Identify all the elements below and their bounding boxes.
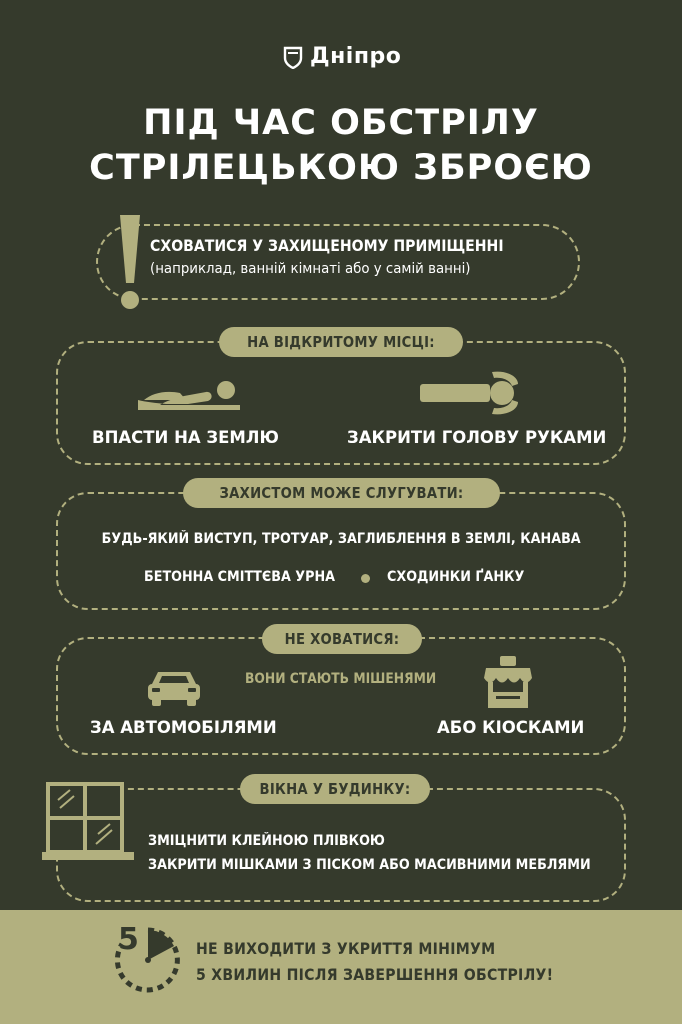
- shelter-note: (наприклад, ванній кімнаті або у самій в…: [150, 261, 471, 277]
- brand-logo: Дніпро: [282, 44, 401, 69]
- person-cover-head-icon: [420, 371, 518, 415]
- window-icon: [42, 782, 134, 860]
- footer-line1: НЕ ВИХОДИТИ З УКРИТТЯ МІНІМУМ: [196, 939, 496, 958]
- dont-hide-note: ВОНИ СТАЮТЬ МІШЕНЯМИ: [245, 671, 437, 687]
- kiosk-icon: [484, 656, 532, 708]
- footer-banner: [0, 910, 682, 1024]
- car-icon: [148, 672, 200, 706]
- windows-header: ВІКНА У БУДИНКУ:: [240, 774, 430, 804]
- open-area-header: НА ВІДКРИТОМУ МІСЦІ:: [219, 327, 463, 357]
- dont-hide-header: НЕ ХОВАТИСЯ:: [262, 624, 422, 654]
- footer-line2: 5 ХВИЛИН ПІСЛЯ ЗАВЕРШЕННЯ ОБСТРІЛУ!: [196, 965, 554, 984]
- page-title-line1: ПІД ЧАС ОБСТРІЛУ: [143, 103, 539, 143]
- city-shield-icon: [283, 46, 303, 69]
- cover-line2-left: БЕТОННА СМІТТЄВА УРНА: [144, 569, 336, 585]
- dont-hide-item2-label: АБО КІОСКАМИ: [437, 718, 585, 737]
- person-lying-icon: [138, 381, 240, 410]
- open-area-item1-label: ВПАСТИ НА ЗЕМЛЮ: [92, 428, 279, 447]
- shelter-main: СХОВАТИСЯ У ЗАХИЩЕНОМУ ПРИМІЩЕННІ: [150, 236, 504, 255]
- exclamation-icon: [120, 215, 140, 309]
- shelter-text: СХОВАТИСЯ У ЗАХИЩЕНОМУ ПРИМІЩЕННІ (напри…: [150, 236, 570, 277]
- dont-hide-box: [56, 637, 626, 755]
- bullet-dot: [361, 574, 370, 583]
- timer-icon: [114, 927, 180, 993]
- cover-line1: БУДЬ-ЯКИЙ ВИСТУП, ТРОТУАР, ЗАГЛИБЛЕННЯ В…: [101, 531, 581, 547]
- cover-box: [56, 492, 626, 610]
- shelter-box: [96, 224, 580, 300]
- brand-name: Дніпро: [310, 44, 402, 69]
- windows-line2: ЗАКРИТИ МІШКАМИ З ПІСКОМ АБО МАСИВНИМИ М…: [148, 857, 591, 873]
- cover-line1-wrap: БУДЬ-ЯКИЙ ВИСТУП, ТРОТУАР, ЗАГЛИБЛЕННЯ В…: [56, 528, 626, 547]
- open-area-item2-label: ЗАКРИТИ ГОЛОВУ РУКАМИ: [347, 428, 607, 447]
- dont-hide-item1-label: ЗА АВТОМОБІЛЯМИ: [90, 718, 277, 737]
- cover-header: ЗАХИСТОМ МОЖЕ СЛУГУВАТИ:: [183, 478, 500, 508]
- page-title-line2: СТРІЛЕЦЬКОЮ ЗБРОЄЮ: [89, 148, 593, 188]
- cover-line2-right: СХОДИНКИ ҐАНКУ: [387, 569, 525, 585]
- dont-hide-note-wrap: ВОНИ СТАЮТЬ МІШЕНЯМИ: [0, 668, 682, 687]
- timer-number: 5: [118, 922, 139, 957]
- windows-line1: ЗМІЦНИТИ КЛЕЙНОЮ ПЛІВКОЮ: [148, 833, 385, 849]
